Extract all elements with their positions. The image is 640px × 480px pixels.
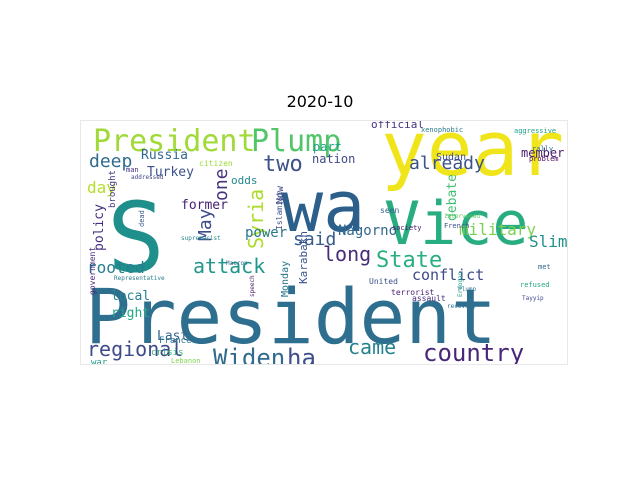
word-wa: wa [281,166,365,248]
word-assault: assault [412,294,446,303]
word-met: met [538,263,551,271]
word-lebanon: Lebanon [171,357,201,364]
word-odds: odds [231,174,258,187]
word-supremacist: supremacist [181,235,221,242]
word-aggressive: aggressive [514,127,556,135]
word-member: member [521,146,564,160]
word-president: President [85,272,497,361]
word-french: French [444,222,469,230]
word-slim: Slim [529,232,567,251]
word-terrorist: terrorist [391,288,435,297]
word-society: society [392,224,422,232]
word-s: S [107,182,165,294]
word-already: already [409,153,485,174]
word-nation: nation [312,152,355,166]
word-plump: Plump [251,124,341,159]
word-two: two [263,152,303,177]
word-rally: rally [532,145,553,153]
word-war: war [91,358,108,364]
word-one: one [211,168,232,201]
word-macron: Macron [226,260,248,267]
word-president: President [93,124,256,159]
word-russia: Russia [141,148,188,163]
word-nagorno: Nagorno [338,223,397,239]
word-islamist: Islamist [275,191,284,230]
word-dead: dead [138,210,146,227]
word-citizen: citizen [199,159,233,168]
word-plump: Plump [458,286,476,293]
word-intervened: intervened [444,213,481,220]
word-seen: seen [380,206,399,215]
word-syria: Syria [244,189,268,249]
word-country: country [423,339,524,364]
word-brought: brought [108,170,118,208]
word-crisis: crisis [151,348,184,358]
word-united: United [369,277,398,286]
word-erdogan: Erdogan [457,271,464,297]
word-day: day [87,178,116,197]
word-right: right [111,306,150,321]
word-long: long [323,242,371,266]
word-france: France [159,336,192,346]
word-karabakh: Karabakh [297,231,310,284]
word-said: said [293,229,336,250]
word-monday: Monday [280,261,291,297]
word-refused: refused [520,281,550,289]
word-speech: speech [249,275,256,297]
word-sudan: Sudan [436,152,466,163]
word-turkey: Turkey [147,165,194,180]
word-ha: ha [287,344,316,364]
word-tayyip: Tayyip [522,295,544,302]
word-now: Now [275,185,286,204]
word-military: military [459,220,536,239]
word-state: State [376,248,442,273]
word-local: local [111,289,150,304]
word-problem: problem [529,155,559,163]
word-man: man [126,166,139,174]
word-former: former [181,198,228,213]
word-widen: Widen [213,344,285,364]
word-regional: regional [87,337,183,361]
word-official: official [371,121,424,131]
word-power: power [245,225,287,241]
word-last: Last [157,329,188,344]
chart-title: 2020-10 [286,92,354,111]
word-vice: Vice [384,189,529,259]
word-deep: deep [89,151,132,172]
word-part: part [313,140,342,154]
word-conflict: conflict [412,266,484,284]
word-government: government [88,247,97,295]
word-may: May [195,208,216,241]
word-recovery: recovery [447,303,476,310]
word-addressed: addressed [131,174,164,181]
word-xenophobic: xenophobic [421,126,463,134]
word-rooted: rooted [87,258,145,277]
word-debate: debate [445,174,460,221]
word-attack: attack [193,254,265,278]
word-came: came [348,335,396,359]
word-representative: Representative [114,275,165,282]
word-policy: policy [92,204,107,251]
